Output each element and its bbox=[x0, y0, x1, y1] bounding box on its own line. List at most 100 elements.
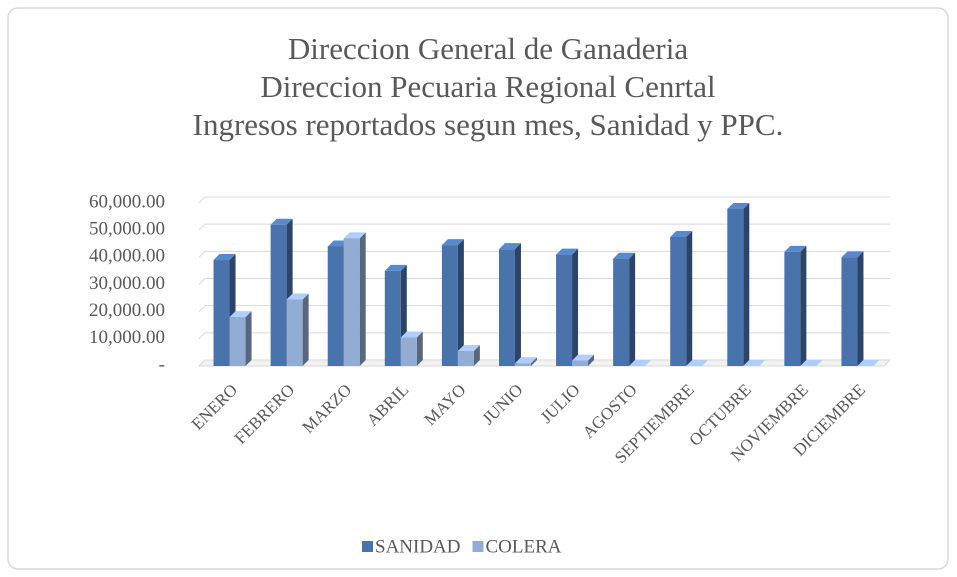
bar bbox=[441, 239, 464, 366]
floor bbox=[197, 359, 892, 367]
bar-side bbox=[686, 230, 693, 366]
bar-top bbox=[400, 331, 423, 338]
bar-front bbox=[400, 337, 417, 366]
bar-front bbox=[213, 260, 230, 366]
bar-top bbox=[784, 245, 807, 252]
bar bbox=[857, 360, 880, 366]
bar-side bbox=[572, 248, 579, 366]
y-tick-label: - bbox=[159, 354, 165, 375]
bar bbox=[686, 360, 709, 366]
y-tick-label: 10,000.00 bbox=[89, 327, 165, 348]
bar-front bbox=[384, 270, 401, 366]
grid-line bbox=[198, 305, 890, 313]
bar bbox=[784, 245, 807, 366]
bar-top bbox=[457, 345, 480, 352]
chart-title: Direccion General de Ganaderia bbox=[288, 31, 688, 66]
bar-front bbox=[727, 208, 744, 366]
bar-front bbox=[327, 246, 344, 366]
bar-top bbox=[686, 360, 709, 366]
bar-top bbox=[857, 360, 880, 366]
chart-title: Direccion Pecuaria Regional Cenrtal bbox=[260, 69, 715, 104]
bar-front bbox=[613, 258, 630, 366]
bar bbox=[572, 354, 595, 366]
bar bbox=[841, 251, 864, 366]
bar-top bbox=[441, 239, 464, 246]
y-tick-label: 60,000.00 bbox=[89, 191, 165, 212]
bar bbox=[670, 230, 693, 366]
bar-side bbox=[800, 245, 807, 366]
bar-top bbox=[743, 360, 766, 366]
legend-swatch bbox=[472, 541, 484, 552]
bar-side bbox=[473, 345, 480, 366]
bar-side bbox=[530, 357, 537, 366]
bar-front bbox=[514, 363, 531, 366]
bar-side bbox=[457, 239, 464, 366]
bar-front bbox=[343, 238, 360, 366]
chart-frame bbox=[7, 7, 949, 570]
bar-top bbox=[514, 357, 537, 364]
bar bbox=[286, 293, 309, 366]
bar-front bbox=[841, 257, 858, 366]
bar-front bbox=[286, 299, 303, 366]
bar-top bbox=[727, 202, 750, 209]
y-tick-label: 20,000.00 bbox=[89, 300, 165, 321]
bar-front bbox=[556, 254, 573, 366]
bar-top bbox=[800, 360, 823, 366]
y-tick-label: 30,000.00 bbox=[89, 273, 165, 294]
chart-title: Ingresos reportados segun mes, Sanidad y… bbox=[193, 107, 784, 142]
bar bbox=[498, 243, 521, 366]
bar-top bbox=[270, 218, 293, 225]
bar-side bbox=[514, 243, 521, 366]
bar-front bbox=[270, 224, 287, 366]
bar-top bbox=[498, 243, 521, 250]
bar-top bbox=[572, 354, 595, 361]
bar bbox=[457, 345, 480, 366]
bar-front bbox=[457, 351, 474, 366]
bar-front bbox=[229, 317, 246, 366]
bar bbox=[514, 357, 537, 366]
bar-top bbox=[384, 264, 407, 271]
y-tick-label: 40,000.00 bbox=[89, 246, 165, 267]
bar bbox=[727, 202, 750, 366]
bar bbox=[629, 360, 652, 366]
y-tick-label: 50,000.00 bbox=[89, 219, 165, 240]
legend-label: SANIDAD bbox=[375, 536, 461, 557]
bar bbox=[800, 360, 823, 366]
grid-line bbox=[198, 250, 890, 258]
bar bbox=[229, 311, 252, 366]
bar-side bbox=[302, 293, 309, 366]
bar-front bbox=[498, 249, 515, 366]
grid-line bbox=[198, 223, 890, 231]
legend-label: COLERA bbox=[486, 536, 562, 557]
bar bbox=[343, 232, 366, 366]
bar bbox=[743, 360, 766, 366]
bar-front bbox=[441, 245, 458, 366]
bar-front bbox=[784, 251, 801, 366]
grid-line bbox=[198, 332, 890, 340]
bar-top bbox=[613, 252, 636, 259]
bar-side bbox=[359, 232, 366, 366]
bar-side bbox=[857, 251, 864, 366]
bar-top bbox=[286, 293, 309, 300]
bar-side bbox=[245, 311, 252, 366]
bar-side bbox=[743, 202, 750, 366]
bar-top bbox=[213, 254, 236, 261]
grid-line bbox=[198, 196, 890, 204]
bar-front bbox=[572, 360, 589, 366]
bar-top bbox=[629, 360, 652, 366]
bar-top bbox=[343, 232, 366, 239]
bar bbox=[613, 252, 636, 366]
bar-top bbox=[556, 248, 579, 255]
grid-line bbox=[198, 278, 890, 285]
bar-top bbox=[841, 251, 864, 258]
bar-side bbox=[416, 331, 423, 366]
bar-side bbox=[629, 252, 636, 366]
bar bbox=[400, 331, 423, 366]
bar bbox=[556, 248, 579, 366]
bar-top bbox=[670, 230, 693, 237]
legend-swatch bbox=[362, 541, 373, 552]
bar-top bbox=[229, 311, 252, 318]
bar-side bbox=[588, 354, 595, 366]
bar-front bbox=[670, 236, 687, 366]
